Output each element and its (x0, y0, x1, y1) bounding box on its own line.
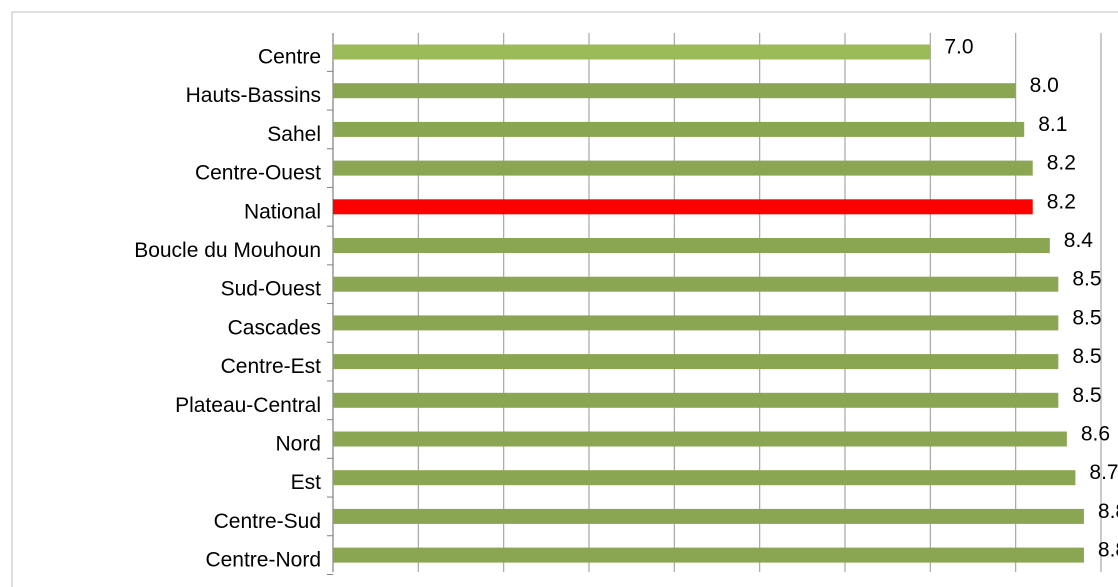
value-label: 8.8 (1098, 500, 1118, 523)
value-label: 8.2 (1047, 190, 1076, 213)
value-label: 8.5 (1072, 384, 1101, 407)
bar (333, 238, 1050, 253)
value-label: 8.5 (1072, 306, 1101, 329)
y-tick-label: National (244, 200, 321, 223)
y-tick-label: Plateau-Central (175, 394, 321, 417)
y-tick-label: Boucle du Mouhoun (134, 239, 321, 262)
value-label: 8.1 (1038, 113, 1067, 136)
y-tick-label: Sud-Ouest (221, 278, 322, 301)
y-tick-label: Centre-Sud (214, 510, 321, 533)
value-label: 8.2 (1047, 152, 1076, 175)
y-tick-label: Centre-Est (221, 355, 322, 378)
bar (333, 547, 1084, 563)
bar (333, 44, 931, 60)
value-label: 8.5 (1072, 268, 1101, 291)
bar (333, 276, 1059, 292)
bar (333, 83, 1016, 99)
y-tick-label: Cascades (228, 316, 321, 339)
y-tick-label: Nord (275, 433, 321, 456)
value-label: 7.0 (944, 36, 973, 59)
bar (333, 392, 1059, 408)
value-label: 8.8 (1098, 539, 1118, 562)
bar (333, 431, 1067, 447)
value-label: 8.0 (1030, 74, 1059, 97)
y-tick-label: Hauts-Bassins (186, 84, 321, 107)
value-label: 8.7 (1089, 461, 1118, 484)
bar (333, 199, 1033, 215)
y-tick-label: Centre-Nord (205, 549, 321, 572)
bar (333, 121, 1025, 137)
bar (333, 508, 1084, 524)
y-tick-label: Est (291, 471, 322, 494)
bar (333, 315, 1059, 331)
y-tick-label: Centre (258, 46, 321, 69)
bar (333, 470, 1076, 486)
y-tick-label: Centre-Ouest (195, 162, 321, 185)
bar (333, 354, 1059, 370)
value-label: 8.6 (1081, 423, 1110, 446)
chart-frame (11, 11, 1118, 587)
y-tick-label: Sahel (267, 123, 321, 146)
bar (333, 160, 1033, 176)
value-label: 8.5 (1072, 345, 1101, 368)
value-label: 8.4 (1064, 229, 1094, 252)
